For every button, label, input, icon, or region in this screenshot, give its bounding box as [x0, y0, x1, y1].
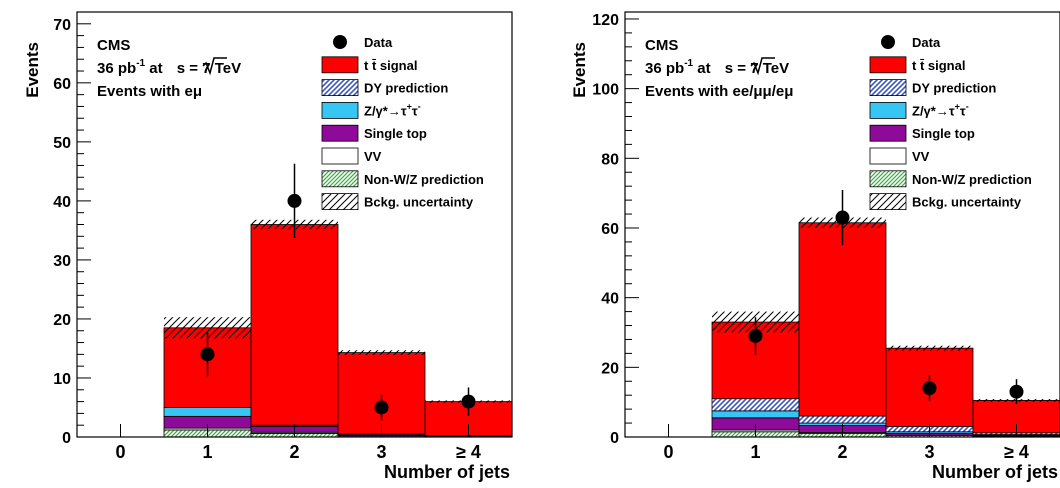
y-tick-label: 120	[592, 12, 619, 29]
legend-label-single_top: Single top	[912, 126, 975, 141]
y-tick-label: 40	[601, 291, 619, 308]
dy-bar	[799, 416, 886, 423]
data-point	[462, 395, 476, 409]
luminosity-label: 36 pb-1 at s = 7 TeV	[97, 58, 241, 77]
data-point	[201, 347, 215, 361]
x-tick-label: 1	[750, 442, 760, 462]
y-tick-label: 100	[592, 82, 619, 99]
legend-label-ztt: Z/γ*→τ+τ-	[364, 101, 421, 118]
data-point	[923, 381, 937, 395]
legend-swatch-vv	[322, 148, 358, 164]
x-tick-label: 3	[924, 442, 934, 462]
legend: Data t t̄ signal DY prediction Z/γ*→τ+τ- Sin…	[322, 35, 484, 210]
x-tick-label: ≥ 4	[456, 442, 481, 462]
legend-label-nonwz: Non-W/Z prediction	[364, 172, 484, 187]
legend-swatch-ztt	[322, 102, 358, 118]
info-text: CMS 36 pb-1 at s = 7 TeV Events with eμ	[97, 37, 241, 100]
uncertainty-band	[338, 350, 425, 355]
data-point	[749, 329, 763, 343]
legend-swatch-signal	[322, 57, 358, 73]
legend-label-vv: VV	[364, 149, 382, 164]
y-tick-label: 50	[53, 135, 71, 152]
legend-swatch-dy	[870, 80, 906, 96]
y-tick-label: 20	[601, 360, 619, 377]
data-point	[1010, 385, 1024, 399]
panel-emu: 0 10 20 30 40 50 60 70 0 1 2 3 ≥ 4 Events Number of …	[23, 12, 512, 482]
x-tick-label: 2	[837, 442, 847, 462]
y-tick-label: 70	[53, 17, 71, 34]
legend-swatch-unc	[870, 194, 906, 210]
experiment-label: CMS	[645, 37, 678, 54]
y-axis-label: Events	[23, 42, 42, 98]
data-point	[375, 400, 389, 414]
ztt-bar	[712, 411, 799, 418]
legend-label-dy: DY prediction	[912, 81, 996, 96]
y-tick-label: 80	[601, 151, 619, 168]
y-tick-label: 20	[53, 312, 71, 329]
channel-label: Events with eμ	[97, 83, 202, 100]
legend-swatch-dy	[322, 80, 358, 96]
legend-swatch-single_top	[870, 125, 906, 141]
x-tick-label: 2	[289, 442, 299, 462]
legend-swatch-signal	[870, 57, 906, 73]
x-tick-label: 0	[115, 442, 125, 462]
legend-label-unc: Bckg. uncertainty	[364, 195, 474, 210]
legend-data-marker	[333, 35, 347, 49]
legend-data-marker	[881, 35, 895, 49]
y-tick-label: 40	[53, 194, 71, 211]
legend-label-signal: t t̄ signal	[912, 58, 965, 73]
y-tick-label: 60	[601, 221, 619, 238]
legend: Data t t̄ signal DY prediction Z/γ*→τ+τ- Sin…	[870, 35, 1032, 210]
experiment-label: CMS	[97, 37, 130, 54]
y-axis-label: Events	[570, 42, 589, 98]
legend-swatch-ztt	[870, 102, 906, 118]
x-tick-label: 3	[376, 442, 386, 462]
legend-label-data: Data	[364, 35, 393, 50]
legend-label-signal: t t̄ signal	[364, 58, 417, 73]
data-point	[836, 211, 850, 225]
x-axis-label: Number of jets	[932, 462, 1058, 482]
signal-bar	[251, 225, 338, 426]
uncertainty-band	[886, 346, 973, 351]
x-tick-label: 1	[202, 442, 212, 462]
luminosity-label: 36 pb-1 at s = 7 TeV	[645, 58, 789, 77]
dy-bar	[712, 399, 799, 411]
data-point	[288, 194, 302, 208]
legend-label-unc: Bckg. uncertainty	[912, 195, 1022, 210]
legend-swatch-single_top	[322, 125, 358, 141]
legend-swatch-nonwz	[870, 171, 906, 187]
panel-combined: 0 20 40 60 80 100 120 0 1 2 3 ≥ 4 Events Number of …	[570, 12, 1060, 482]
y-tick-label: 0	[610, 430, 619, 447]
x-axis-label: Number of jets	[384, 462, 510, 482]
ztt-bar	[164, 407, 251, 416]
x-tick-label: ≥ 4	[1004, 442, 1029, 462]
legend-label-ztt: Z/γ*→τ+τ-	[912, 101, 969, 118]
info-text: CMS 36 pb-1 at s = 7 TeV Events with ee/…	[645, 37, 793, 100]
legend-swatch-unc	[322, 194, 358, 210]
plot-area	[712, 190, 1060, 437]
y-tick-label: 10	[53, 371, 71, 388]
legend-swatch-vv	[870, 148, 906, 164]
legend-label-dy: DY prediction	[364, 81, 448, 96]
legend-label-data: Data	[912, 35, 941, 50]
legend-label-single_top: Single top	[364, 126, 427, 141]
legend-label-nonwz: Non-W/Z prediction	[912, 172, 1032, 187]
signal-bar	[799, 223, 886, 416]
y-tick-label: 30	[53, 253, 71, 270]
y-tick-label: 60	[53, 76, 71, 93]
signal-bar	[338, 353, 425, 434]
channel-label: Events with ee/μμ/eμ	[645, 83, 793, 100]
y-tick-label: 0	[62, 430, 71, 447]
legend-swatch-nonwz	[322, 171, 358, 187]
x-tick-label: 0	[663, 442, 673, 462]
legend-label-vv: VV	[912, 149, 930, 164]
